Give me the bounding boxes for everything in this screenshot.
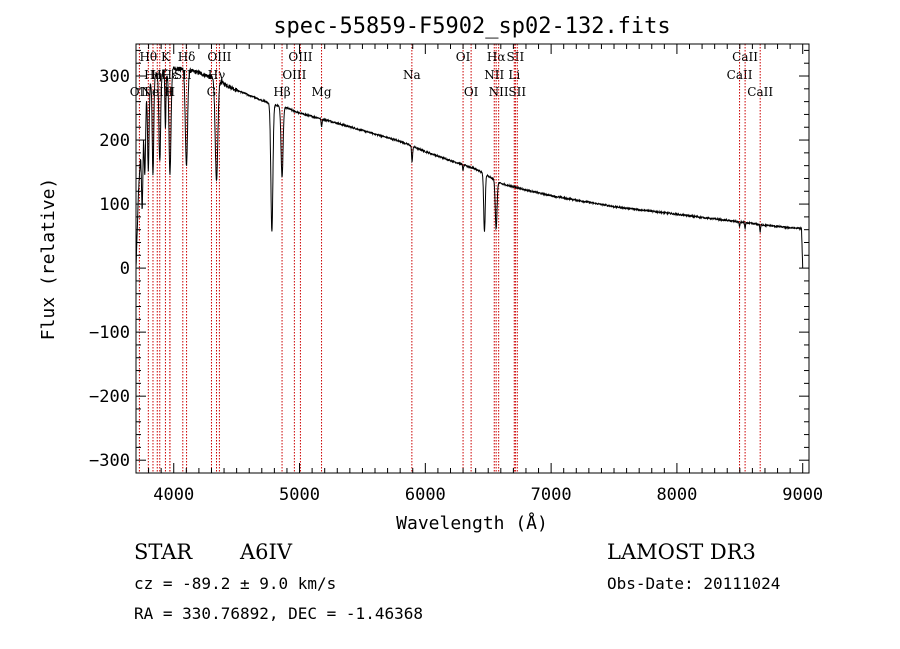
y-tick-label: 0	[120, 259, 130, 279]
spectrum-series	[135, 66, 804, 269]
line-marker-label: CaII	[747, 85, 773, 99]
y-tick-label: 300	[99, 67, 130, 87]
line-marker-label: SII	[508, 85, 526, 99]
object-class: STAR	[134, 540, 193, 564]
x-tick-label: 4000	[153, 485, 194, 505]
line-marker-label: Li	[508, 68, 520, 82]
line-marker-label: NII	[484, 68, 504, 82]
line-marker-label: SII	[507, 50, 525, 64]
y-tick-label: −200	[89, 387, 130, 407]
line-marker-label: NII	[489, 85, 509, 99]
plot-frame	[135, 43, 810, 474]
line-marker-label: G	[207, 85, 217, 99]
object-subclass: A6IV	[240, 540, 292, 564]
y-tick-label: 200	[99, 131, 130, 151]
x-tick-label: 6000	[405, 485, 446, 505]
line-marker-label: OIII	[282, 68, 306, 82]
y-tick-label: −100	[89, 323, 130, 343]
coordinates: RA = 330.76892, DEC = -1.46368	[134, 604, 423, 623]
line-marker-label: CaII	[732, 50, 758, 64]
x-axis-label: Wavelength (Å)	[396, 512, 548, 534]
redshift-text: cz = -89.2 ± 9.0 km/s	[134, 574, 337, 593]
line-marker-label: OIII	[207, 50, 231, 64]
line-marker-label: OIII	[288, 50, 312, 64]
survey-name: LAMOST DR3	[607, 540, 756, 564]
line-marker-label: OI	[456, 50, 471, 64]
x-tick-label: 5000	[279, 485, 320, 505]
line-marker-label: Hε	[162, 68, 179, 82]
x-tick-label: 7000	[531, 485, 572, 505]
line-marker-label: Hδ	[178, 50, 196, 64]
x-axis: 4000 5000 6000 7000 8000 9000	[135, 44, 823, 505]
line-markers: OIIHθHηNeIIIHζKHHεSIIHδGHγOIIIHβOIIIOIII…	[130, 44, 773, 473]
y-tick-label: 100	[99, 195, 130, 215]
x-tick-label: 8000	[656, 485, 697, 505]
chart-title: spec-55859-F5902_sp02-132.fits	[273, 14, 670, 39]
line-marker-label: Hθ	[139, 50, 157, 64]
line-marker-label: Na	[403, 68, 421, 82]
line-marker-label: CaII	[727, 68, 753, 82]
line-marker-label: Hβ	[273, 85, 290, 99]
spectrum-line	[135, 66, 804, 269]
line-marker-label: Mg	[312, 85, 332, 99]
y-axis-label: Flux (relative)	[38, 178, 59, 341]
line-marker-label: Hγ	[208, 68, 226, 82]
y-tick-label: −300	[89, 451, 130, 471]
line-marker-label: OI	[464, 85, 479, 99]
line-marker-label: Hα	[487, 50, 506, 64]
y-axis: −300 −200 −100 0 100 200 300	[89, 49, 809, 471]
obs-date: Obs-Date: 20111024	[607, 574, 781, 593]
line-marker-label: OII	[130, 85, 150, 99]
line-marker-label: K	[161, 50, 171, 64]
x-tick-label: 9000	[782, 485, 823, 505]
